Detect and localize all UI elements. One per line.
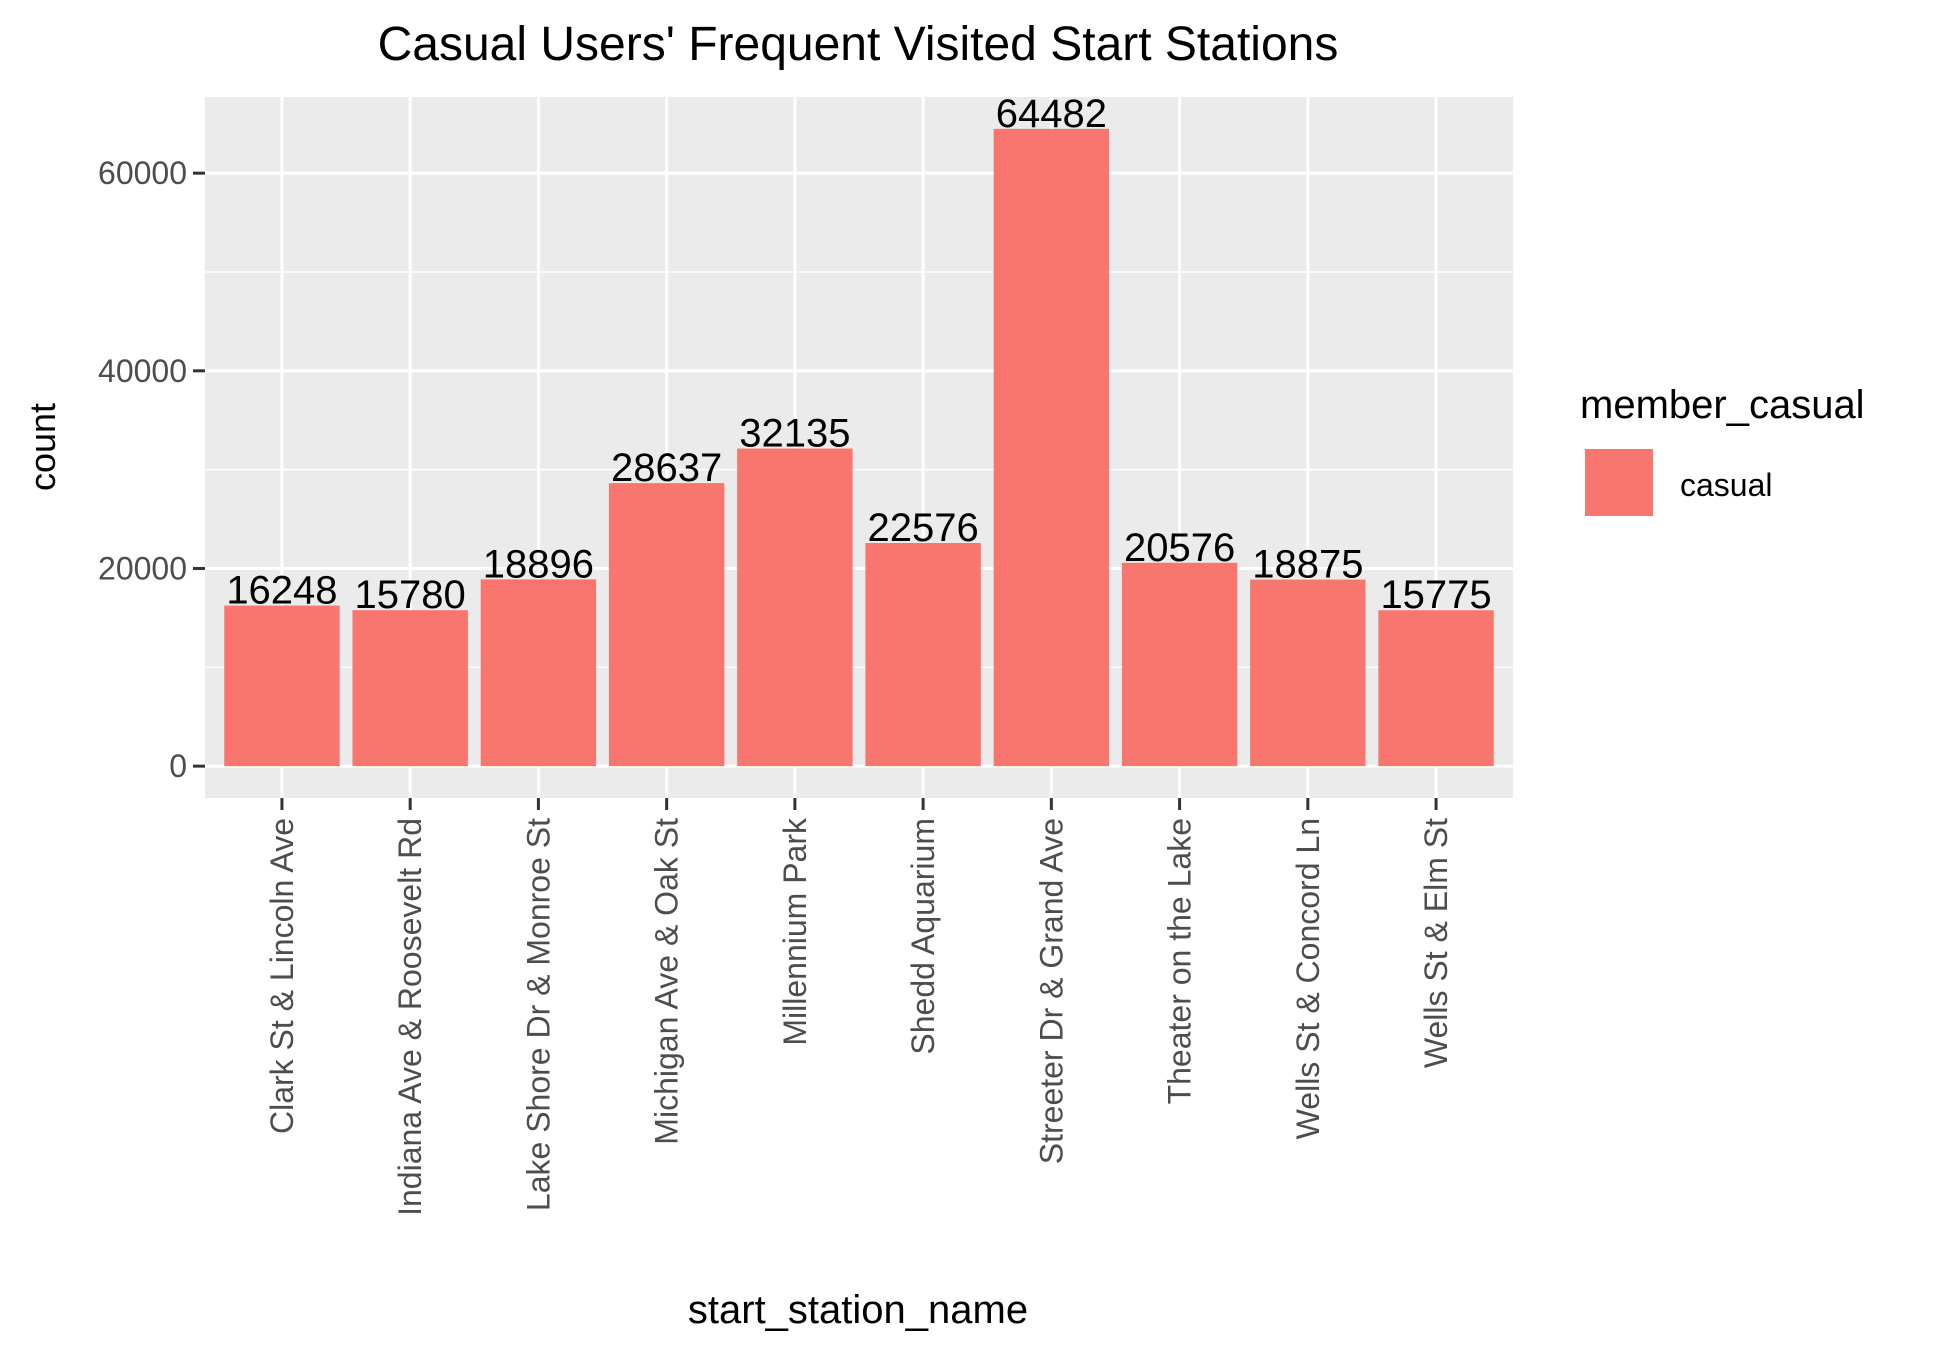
bar bbox=[1250, 579, 1366, 767]
data-label: 32135 bbox=[739, 412, 850, 456]
bar bbox=[1121, 562, 1238, 767]
x-tick-label: Clark St & Lincoln Ave bbox=[264, 818, 300, 1134]
data-label: 28637 bbox=[611, 446, 722, 490]
legend-key-casual bbox=[1585, 449, 1653, 516]
x-axis: Clark St & Lincoln Ave Indiana Ave & Roos… bbox=[264, 798, 1454, 1216]
data-label: 20576 bbox=[1124, 526, 1235, 570]
data-label: 15780 bbox=[355, 573, 466, 617]
x-tick-label: Streeter Dr & Grand Ave bbox=[1033, 818, 1069, 1164]
y-tick-label: 20000 bbox=[98, 550, 187, 586]
data-label: 64482 bbox=[996, 92, 1107, 136]
y-tick-label: 0 bbox=[169, 748, 187, 784]
x-tick-label: Wells St & Concord Ln bbox=[1290, 818, 1326, 1139]
bar bbox=[224, 605, 340, 767]
bar bbox=[608, 483, 725, 767]
data-label: 16248 bbox=[226, 569, 337, 613]
data-label: 18896 bbox=[483, 542, 594, 586]
legend-title: member_casual bbox=[1580, 383, 1865, 427]
x-tick-label: Shedd Aquarium bbox=[905, 818, 941, 1055]
x-tick-label: Millennium Park bbox=[777, 817, 813, 1046]
data-label: 15775 bbox=[1380, 573, 1491, 617]
bar bbox=[352, 610, 468, 767]
bar bbox=[480, 579, 597, 767]
y-axis-title: count bbox=[22, 403, 63, 491]
legend: member_casual casual bbox=[1580, 383, 1865, 516]
bar bbox=[737, 448, 853, 767]
data-labels: 16248 15780 18896 28637 32135 22576 64482 20576… bbox=[226, 92, 1491, 617]
data-label: 22576 bbox=[868, 506, 979, 550]
x-tick-label: Wells St & Elm St bbox=[1418, 818, 1454, 1068]
legend-label-casual: casual bbox=[1680, 467, 1773, 503]
y-tick-label: 60000 bbox=[98, 155, 187, 191]
chart-title: Casual Users' Frequent Visited Start Sta… bbox=[378, 18, 1339, 71]
x-tick-label: Indiana Ave & Roosevelt Rd bbox=[392, 818, 428, 1216]
data-label: 18875 bbox=[1252, 543, 1363, 587]
bar bbox=[865, 543, 981, 767]
y-axis: 0 20000 40000 60000 bbox=[98, 155, 205, 784]
x-axis-title: start_station_name bbox=[688, 1288, 1028, 1332]
x-tick-label: Theater on the Lake bbox=[1162, 818, 1198, 1104]
y-tick-label: 40000 bbox=[98, 353, 187, 389]
x-tick-label: Michigan Ave & Oak St bbox=[649, 818, 685, 1145]
x-tick-label: Lake Shore Dr & Monroe St bbox=[520, 818, 556, 1211]
bar bbox=[993, 128, 1110, 767]
bar bbox=[1378, 610, 1494, 767]
bars bbox=[224, 128, 1494, 767]
